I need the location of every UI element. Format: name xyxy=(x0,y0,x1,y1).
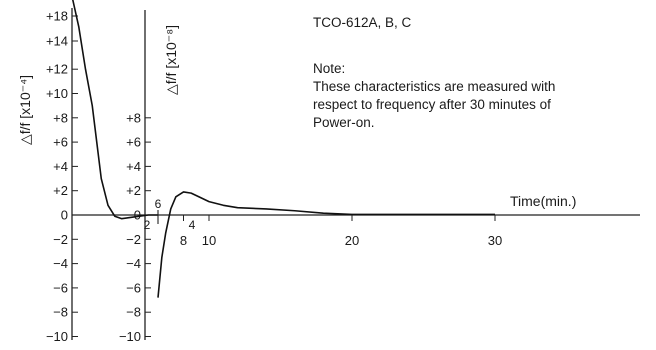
series-1-curve xyxy=(72,0,158,220)
note-line-2: respect to frequency after 30 minutes of xyxy=(313,97,551,112)
outer-y-tick-label: +10 xyxy=(46,86,68,101)
series-2-curve xyxy=(157,191,495,298)
inner-y-tick-label: −6 xyxy=(126,280,141,295)
outer-y-tick-label: +14 xyxy=(46,34,68,49)
outer-y-tick-label: +8 xyxy=(53,110,68,125)
x-tick-label-segment1: 4 xyxy=(189,218,196,232)
chart-curves xyxy=(72,0,495,298)
outer-y-tick-label: −6 xyxy=(53,280,68,295)
outer-y-tick-label: +2 xyxy=(53,183,68,198)
chart-axes xyxy=(71,8,640,340)
outer-y-tick-label: −10 xyxy=(46,329,68,344)
inner-y-tick-label: 0 xyxy=(134,208,141,223)
outer-y-tick-label: +4 xyxy=(53,159,68,174)
outer-y-tick-label: −2 xyxy=(53,232,68,247)
x-tick-label-segment1: 2 xyxy=(144,218,151,232)
inner-y-tick-label: −8 xyxy=(126,305,141,320)
inner-y-tick-label: −10 xyxy=(119,329,141,344)
outer-y-tick-label: +18 xyxy=(46,9,68,24)
inner-y-tick-label: +6 xyxy=(126,135,141,150)
chart-tick-labels: +18 +14 +12 +10 +8 +6 +4 +2 0 −2 −4 −6 −8 −10 +8 +6 +4 +2… xyxy=(46,9,502,345)
x-tick-label-segment2: 10 xyxy=(202,233,216,248)
inner-y-tick-label: +8 xyxy=(126,110,141,125)
note-heading: Note: xyxy=(313,61,346,76)
inner-y-tick-label: +4 xyxy=(126,159,141,174)
inner-y-tick-label: −4 xyxy=(126,256,141,271)
outer-y-tick-label: 0 xyxy=(61,208,68,223)
outer-y-tick-label: +12 xyxy=(46,62,68,77)
chart-title: TCO-612A, B, C xyxy=(313,15,412,30)
x-tick-label-segment2: 20 xyxy=(345,233,359,248)
inner-y-tick-label: +2 xyxy=(126,183,141,198)
note-line-1: These characteristics are measured with xyxy=(313,79,556,94)
outer-y-tick-label: +6 xyxy=(53,135,68,150)
x-tick-label-segment2: 30 xyxy=(488,233,502,248)
note-line-3: Power-on. xyxy=(313,115,375,130)
x-tick-label-segment2: 8 xyxy=(180,233,187,248)
inner-y-tick-label: −2 xyxy=(126,232,141,247)
x-tick-label-segment2: 6 xyxy=(155,197,162,211)
inner-y-axis-label: △f/f [x10⁻⁸] xyxy=(163,25,179,95)
outer-y-tick-label: −8 xyxy=(53,305,68,320)
x-axis-label: Time(min.) xyxy=(510,193,576,209)
outer-y-tick-label: −4 xyxy=(53,256,68,271)
outer-y-axis-label: △f/f [x10⁻⁴] xyxy=(17,75,33,145)
